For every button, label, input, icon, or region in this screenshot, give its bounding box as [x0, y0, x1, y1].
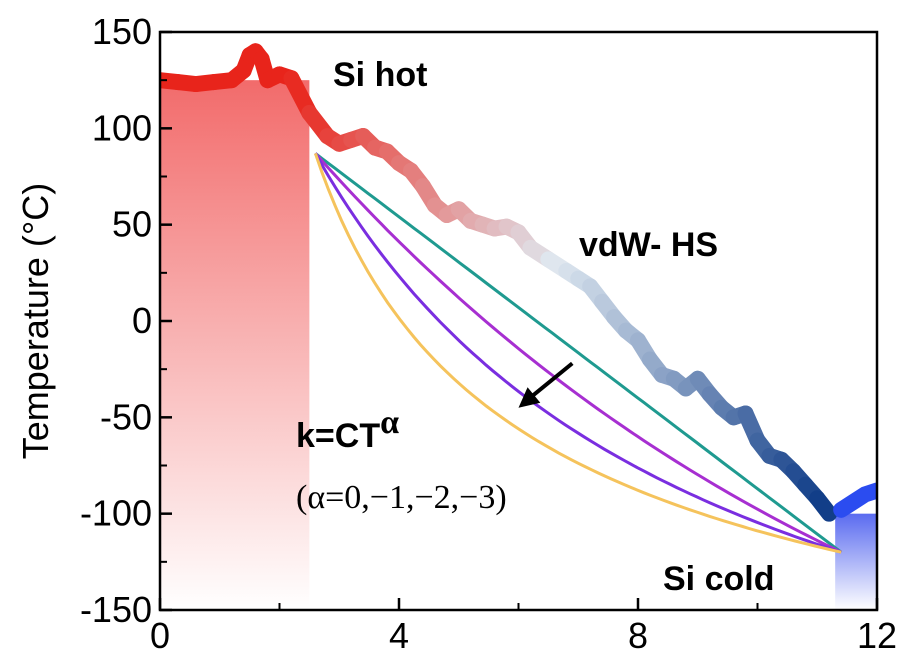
y-tick-label: 150: [92, 11, 152, 52]
y-tick-label: 100: [92, 107, 152, 148]
arrow-shaft: [525, 361, 574, 403]
y-tick-label: -100: [80, 493, 152, 534]
si-hot-label: Si hot: [333, 56, 427, 94]
x-tick-label: 4: [389, 615, 409, 656]
cold-side-trace: [833, 482, 877, 518]
temperature-regions: [160, 80, 877, 610]
y-tick-label: -50: [100, 396, 152, 437]
alpha-params-label: (α=0,−1,−2,−3): [296, 479, 507, 516]
x-tick-label: 8: [628, 615, 648, 656]
y-axis-title: Temperature (°C): [15, 183, 56, 459]
formula-exponent: α: [380, 404, 399, 441]
measured-segment: [809, 490, 838, 522]
model-curves: [313, 152, 843, 554]
model-curve-alpha-m1: [314, 152, 842, 554]
y-tick-label: 0: [132, 300, 152, 341]
formula-base: k=CT: [296, 417, 380, 455]
trend-arrow: [518, 361, 574, 408]
formula-label: k=CTα: [296, 404, 399, 455]
x-tick-label: 12: [857, 615, 897, 656]
measured-trace: [160, 43, 877, 522]
region-si-cold: [835, 513, 877, 610]
model-curve-alpha-0: [314, 152, 843, 554]
model-curve-alpha-m3: [313, 152, 842, 554]
si-cold-label: Si cold: [663, 560, 774, 598]
vdw-hs-label: vdW- HS: [579, 226, 718, 264]
x-tick-label: 0: [150, 615, 170, 656]
arrow-head: [518, 387, 541, 408]
y-tick-label: -150: [80, 589, 152, 630]
region-si-hot: [160, 80, 310, 610]
axis-ticks: 0 4 8 12 150 100 50 0 -50 -100 -150: [80, 11, 897, 656]
model-curve-alpha-m2: [314, 152, 842, 554]
y-tick-label: 50: [112, 204, 152, 245]
